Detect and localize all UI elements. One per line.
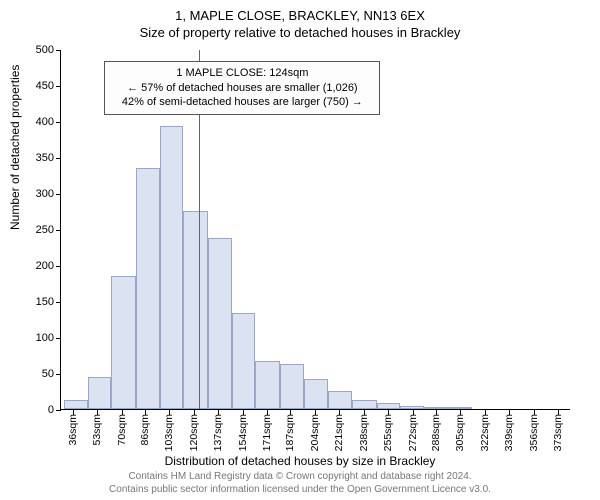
x-tick-label: 154sqm xyxy=(237,414,249,451)
x-tick-label: 305sqm xyxy=(454,414,466,451)
histogram-bar xyxy=(424,407,448,409)
histogram-bar xyxy=(449,407,472,409)
histogram-bar xyxy=(88,377,111,409)
histogram-bar xyxy=(136,168,160,409)
x-tick-label: 70sqm xyxy=(116,414,128,446)
x-tick-label: 36sqm xyxy=(67,414,79,446)
info-box-line-1: 1 MAPLE CLOSE: 124sqm xyxy=(113,66,371,81)
x-tick-label: 255sqm xyxy=(382,414,394,451)
y-tick-label: 200 xyxy=(14,260,54,272)
x-tick-label: 288sqm xyxy=(430,414,442,451)
chart-container: 1, MAPLE CLOSE, BRACKLEY, NN13 6EX Size … xyxy=(0,0,600,500)
histogram-bar xyxy=(280,364,304,409)
histogram-bar xyxy=(255,361,279,409)
x-axis-label: Distribution of detached houses by size … xyxy=(0,454,600,468)
x-tick-label: 356sqm xyxy=(528,414,540,451)
chart-address-title: 1, MAPLE CLOSE, BRACKLEY, NN13 6EX xyxy=(8,8,592,23)
x-tick-label: 238sqm xyxy=(358,414,370,451)
property-info-box: 1 MAPLE CLOSE: 124sqm← 57% of detached h… xyxy=(104,61,380,116)
x-tick-label: 86sqm xyxy=(139,414,151,446)
info-box-line-3: 42% of semi-detached houses are larger (… xyxy=(113,95,371,110)
y-tick-label: 300 xyxy=(14,188,54,200)
plot-region: 36sqm53sqm70sqm86sqm103sqm120sqm137sqm15… xyxy=(60,50,570,410)
x-tick-label: 187sqm xyxy=(284,414,296,451)
footer-line-2: Contains public sector information licen… xyxy=(0,484,600,497)
y-tick-label: 100 xyxy=(14,332,54,344)
x-tick-label: 120sqm xyxy=(188,414,200,451)
histogram-bar xyxy=(64,400,88,409)
y-tick-label: 400 xyxy=(14,116,54,128)
histogram-bar xyxy=(160,126,183,409)
x-tick-label: 221sqm xyxy=(333,414,345,451)
y-tick-label: 450 xyxy=(14,80,54,92)
x-tick-label: 272sqm xyxy=(407,414,419,451)
y-tick-line xyxy=(56,410,61,411)
footer-line-1: Contains HM Land Registry data © Crown c… xyxy=(0,471,600,484)
footer-attribution: Contains HM Land Registry data © Crown c… xyxy=(0,471,600,496)
y-tick-line xyxy=(56,374,61,375)
y-tick-label: 500 xyxy=(14,44,54,56)
y-tick-line xyxy=(56,266,61,267)
histogram-bar xyxy=(304,379,327,409)
x-tick-label: 103sqm xyxy=(163,414,175,451)
info-box-line-2: ← 57% of detached houses are smaller (1,… xyxy=(113,81,371,96)
y-tick-label: 50 xyxy=(14,368,54,380)
y-tick-label: 350 xyxy=(14,152,54,164)
x-tick-label: 137sqm xyxy=(212,414,224,451)
y-tick-line xyxy=(56,50,61,51)
histogram-bar xyxy=(111,276,135,409)
x-tick-label: 171sqm xyxy=(261,414,273,451)
x-tick-label: 322sqm xyxy=(479,414,491,451)
y-tick-line xyxy=(56,122,61,123)
y-tick-line xyxy=(56,230,61,231)
y-tick-line xyxy=(56,158,61,159)
x-tick-label: 339sqm xyxy=(503,414,515,451)
chart-subtitle: Size of property relative to detached ho… xyxy=(8,25,592,40)
x-tick-label: 204sqm xyxy=(309,414,321,451)
histogram-bar xyxy=(400,406,424,409)
y-tick-line xyxy=(56,194,61,195)
y-tick-label: 250 xyxy=(14,224,54,236)
histogram-bar xyxy=(232,313,255,409)
histogram-bar xyxy=(183,211,207,409)
y-tick-line xyxy=(56,338,61,339)
histogram-bar xyxy=(328,391,352,409)
x-tick-label: 53sqm xyxy=(91,414,103,446)
histogram-bar xyxy=(352,400,376,409)
y-tick-label: 0 xyxy=(14,404,54,416)
y-tick-line xyxy=(56,86,61,87)
histogram-bar xyxy=(208,238,232,409)
y-tick-line xyxy=(56,302,61,303)
y-tick-label: 150 xyxy=(14,296,54,308)
histogram-bar xyxy=(377,403,400,409)
chart-area: 36sqm53sqm70sqm86sqm103sqm120sqm137sqm15… xyxy=(60,50,570,410)
x-tick-label: 373sqm xyxy=(552,414,564,451)
